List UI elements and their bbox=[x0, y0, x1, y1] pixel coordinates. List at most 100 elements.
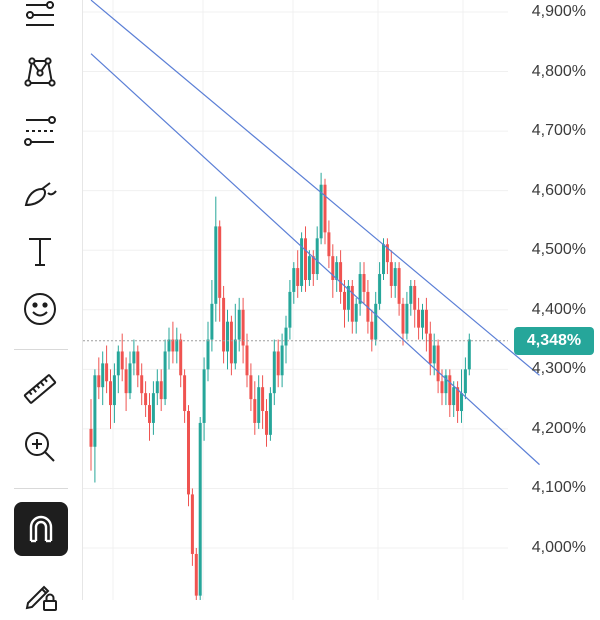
candle-body bbox=[307, 256, 311, 280]
candle-body bbox=[89, 428, 93, 447]
price-axis-label: 4,700% bbox=[531, 122, 586, 140]
price-axis-label: 4,000% bbox=[531, 539, 586, 556]
price-axis-label: 4,900% bbox=[531, 3, 586, 20]
toolbar-divider bbox=[14, 349, 68, 350]
candle-body bbox=[194, 553, 198, 596]
lock-drawings-button[interactable] bbox=[10, 566, 70, 620]
candle-body bbox=[187, 411, 190, 495]
candle-body bbox=[128, 363, 132, 394]
candle-body bbox=[304, 238, 307, 280]
candle-body bbox=[405, 303, 409, 334]
candle-body bbox=[151, 393, 155, 423]
candle-body bbox=[198, 422, 202, 596]
ruler-tool-button[interactable] bbox=[10, 362, 70, 416]
candle-body bbox=[136, 351, 140, 376]
candle-body bbox=[385, 244, 389, 263]
candle-body bbox=[112, 375, 116, 406]
text-tool-icon bbox=[29, 238, 51, 266]
candle-body bbox=[276, 351, 280, 376]
candle-body bbox=[218, 226, 222, 298]
candle-body bbox=[413, 285, 417, 310]
candle-body bbox=[171, 339, 175, 352]
zoom-in-tool-button[interactable] bbox=[10, 420, 70, 474]
candle-body bbox=[288, 291, 292, 328]
candle-body bbox=[175, 339, 179, 352]
fib-tools-button[interactable] bbox=[10, 104, 70, 158]
candle-body bbox=[140, 375, 144, 394]
candle-body bbox=[237, 309, 241, 340]
price-axis-label: 4,400% bbox=[531, 300, 586, 318]
pattern-tools-icon bbox=[24, 57, 56, 87]
trend-line-tools-icon bbox=[26, 1, 54, 26]
candle-body bbox=[452, 387, 456, 406]
candle-body bbox=[253, 399, 257, 423]
toolbar-divider bbox=[14, 488, 68, 489]
pattern-tools-button[interactable] bbox=[10, 44, 70, 98]
candle-body bbox=[409, 285, 413, 304]
candle-body bbox=[261, 387, 265, 412]
candle-body bbox=[362, 274, 366, 292]
candle-body bbox=[226, 321, 229, 352]
candle-body bbox=[124, 369, 128, 394]
candle-body bbox=[440, 381, 444, 394]
candle-body bbox=[397, 268, 401, 304]
candle-body bbox=[206, 339, 210, 370]
candle-body bbox=[183, 375, 187, 412]
price-axis-label: 4,200% bbox=[531, 419, 586, 437]
candle-body bbox=[350, 285, 354, 322]
candle-body bbox=[417, 309, 421, 328]
candle-body bbox=[374, 303, 378, 340]
brush-tools-button[interactable] bbox=[10, 164, 70, 218]
drawing-toolbar bbox=[0, 0, 83, 611]
candle-body bbox=[319, 184, 323, 239]
candle-body bbox=[179, 339, 183, 376]
brush-tools-icon bbox=[24, 182, 57, 207]
emoji-tool-button[interactable] bbox=[10, 282, 70, 336]
candle-body bbox=[358, 274, 362, 304]
candle-body bbox=[444, 375, 448, 394]
candle-body bbox=[436, 345, 440, 382]
magnet-tool-button[interactable] bbox=[14, 502, 68, 556]
channel-trend-line bbox=[90, 0, 540, 376]
trend-line-tools-button[interactable] bbox=[10, 0, 70, 44]
candle-body bbox=[249, 375, 253, 400]
price-chart[interactable] bbox=[83, 0, 600, 600]
candle-body bbox=[389, 262, 393, 286]
current-price-badge: 4,348% bbox=[514, 326, 594, 355]
candle-body bbox=[339, 262, 343, 292]
ruler-tool-icon bbox=[23, 374, 57, 404]
candle-body bbox=[354, 303, 358, 322]
candle-body bbox=[229, 321, 233, 364]
price-axis-label: 4,500% bbox=[531, 241, 586, 259]
candle-body bbox=[280, 345, 284, 376]
candle-body bbox=[327, 232, 331, 257]
zoom-in-tool-icon bbox=[25, 432, 55, 462]
candle-body bbox=[257, 387, 261, 423]
price-axis-label: 4,300% bbox=[531, 360, 586, 378]
candle-body bbox=[101, 363, 105, 388]
channel-trend-line bbox=[90, 53, 540, 466]
candle-body bbox=[210, 303, 214, 340]
chart-area[interactable]: 4,900% 4,800% 4,700% 4,600% 4,500% 4,400% 4,30… bbox=[83, 0, 600, 600]
candle-body bbox=[155, 381, 159, 394]
price-axis-label: 4,100% bbox=[531, 479, 586, 497]
candle-body bbox=[346, 285, 350, 310]
candle-body bbox=[241, 309, 245, 346]
candle-body bbox=[463, 369, 467, 394]
candle-body bbox=[167, 339, 171, 352]
candle-body bbox=[467, 339, 471, 370]
candle-body bbox=[421, 309, 424, 328]
candle-body bbox=[460, 393, 463, 412]
candle-body bbox=[424, 309, 428, 334]
candle-body bbox=[382, 244, 385, 275]
candle-body bbox=[132, 351, 136, 364]
candle-body bbox=[109, 381, 112, 406]
candle-body bbox=[296, 268, 300, 286]
candle-body bbox=[93, 375, 97, 447]
candle-body bbox=[401, 303, 405, 334]
candle-body bbox=[159, 381, 163, 400]
candle-body bbox=[292, 268, 296, 292]
text-tool-button[interactable] bbox=[10, 224, 70, 278]
fib-tools-icon bbox=[24, 116, 56, 146]
candle-body bbox=[265, 411, 268, 435]
